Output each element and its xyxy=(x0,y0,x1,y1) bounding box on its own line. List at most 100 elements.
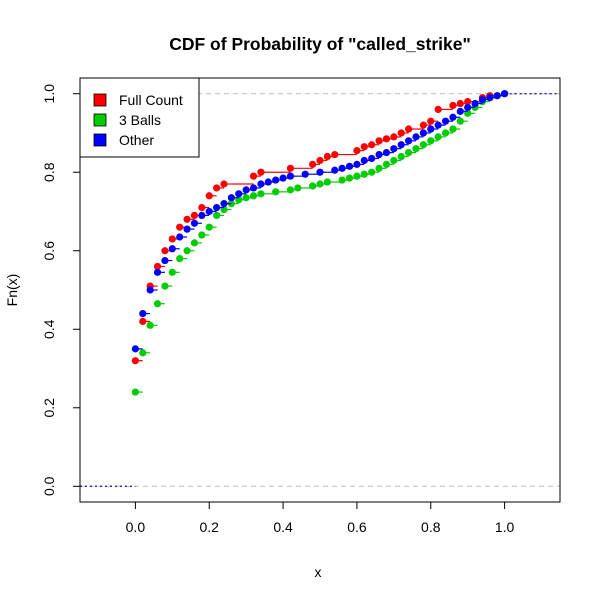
cdf-point xyxy=(316,156,324,165)
y-tick-label: 0.0 xyxy=(41,476,57,496)
cdf-point xyxy=(139,349,147,357)
cdf-point xyxy=(434,121,442,129)
cdf-point xyxy=(456,99,464,108)
cdf-point xyxy=(264,178,272,186)
cdf-point xyxy=(242,186,250,194)
series-other xyxy=(80,90,560,487)
cdf-point xyxy=(338,176,346,184)
cdf-point xyxy=(213,184,221,192)
cdf-point xyxy=(331,150,339,159)
cdf-point xyxy=(183,215,191,223)
cdf-point xyxy=(331,166,339,174)
cdf-point xyxy=(419,121,427,129)
cdf-point xyxy=(161,256,169,265)
cdf-point xyxy=(345,162,354,170)
cdf-point xyxy=(456,117,464,125)
cdf-point xyxy=(176,233,184,241)
cdf-point xyxy=(146,321,154,329)
cdf-point xyxy=(257,190,265,198)
x-axis-label: x xyxy=(315,564,322,580)
cdf-point xyxy=(368,168,376,176)
legend-swatch xyxy=(93,113,107,127)
cdf-point xyxy=(405,137,413,145)
cdf-point xyxy=(139,317,147,326)
x-tick-label: 0.4 xyxy=(273,519,293,535)
cdf-point xyxy=(397,141,405,149)
cdf-point xyxy=(205,207,213,216)
cdf-point xyxy=(471,99,479,108)
cdf-point xyxy=(486,94,494,102)
cdf-point xyxy=(412,145,420,153)
cdf-point xyxy=(434,133,442,141)
cdf-point xyxy=(353,147,361,155)
cdf-point xyxy=(405,125,413,133)
cdf-point xyxy=(161,282,169,290)
cdf-point xyxy=(464,97,472,106)
cdf-point xyxy=(338,164,346,172)
cdf-point xyxy=(353,172,361,180)
cdf-point xyxy=(419,129,427,137)
cdf-point xyxy=(360,156,368,165)
x-tick-label: 0.6 xyxy=(347,519,367,535)
cdf-point xyxy=(272,176,280,184)
cdf-point xyxy=(382,148,391,157)
cdf-point xyxy=(168,245,176,253)
y-tick-label: 0.2 xyxy=(41,398,57,418)
cdf-point xyxy=(316,168,324,176)
chart-title: CDF of Probability of "called_strike" xyxy=(169,34,471,54)
cdf-point xyxy=(478,95,487,104)
x-axis: 0.0 0.2 0.4 0.6 0.8 1.0 xyxy=(126,501,515,535)
cdf-point xyxy=(286,186,295,194)
cdf-point xyxy=(353,160,361,168)
cdf-point xyxy=(441,117,450,125)
cdf-point xyxy=(153,262,162,271)
cdf-point xyxy=(213,211,221,220)
cdf-point xyxy=(168,235,176,243)
cdf-point xyxy=(146,286,154,294)
cdf-point xyxy=(464,103,472,112)
cdf-point xyxy=(176,223,184,231)
cdf-point xyxy=(301,170,309,178)
cdf-point xyxy=(375,137,383,145)
x-tick-label: 0.2 xyxy=(199,519,219,535)
cdf-point xyxy=(272,188,280,196)
cdf-point xyxy=(220,180,228,188)
cdf-point xyxy=(382,135,391,143)
cdf-point xyxy=(220,200,228,208)
x-tick-label: 1.0 xyxy=(495,519,515,535)
cdf-point xyxy=(279,174,287,182)
cdf-point xyxy=(131,357,139,365)
cdf-point xyxy=(249,192,258,200)
y-axis-label: Fn(x) xyxy=(4,274,20,307)
cdf-point xyxy=(501,90,509,98)
cdf-point xyxy=(382,160,391,168)
cdf-point xyxy=(190,239,199,247)
cdf-point xyxy=(309,160,317,168)
cdf-point xyxy=(131,345,139,353)
cdf-point xyxy=(441,129,450,137)
cdf-point xyxy=(235,190,243,198)
cdf-point xyxy=(390,133,398,141)
cdf-point xyxy=(183,247,191,255)
cdf-point xyxy=(323,152,331,161)
cdf-point xyxy=(286,164,295,172)
cdf-point xyxy=(198,211,206,220)
cdf-point xyxy=(176,254,184,263)
cdf-point xyxy=(205,192,213,200)
cdf-point xyxy=(434,105,442,114)
cdf-point xyxy=(427,117,435,125)
cdf-point xyxy=(168,268,176,276)
cdf-point xyxy=(153,268,162,276)
cdf-point xyxy=(360,170,368,178)
cdf-point xyxy=(390,156,398,165)
cdf-point xyxy=(360,143,368,151)
cdf-point xyxy=(449,113,457,121)
cdf-point xyxy=(368,141,376,149)
y-tick-label: 0.6 xyxy=(41,241,57,261)
legend-label: Other xyxy=(119,132,154,148)
legend-label: Full Count xyxy=(119,92,183,108)
cdf-point xyxy=(493,92,501,100)
cdf-point xyxy=(419,141,427,149)
cdf-point xyxy=(249,184,258,192)
